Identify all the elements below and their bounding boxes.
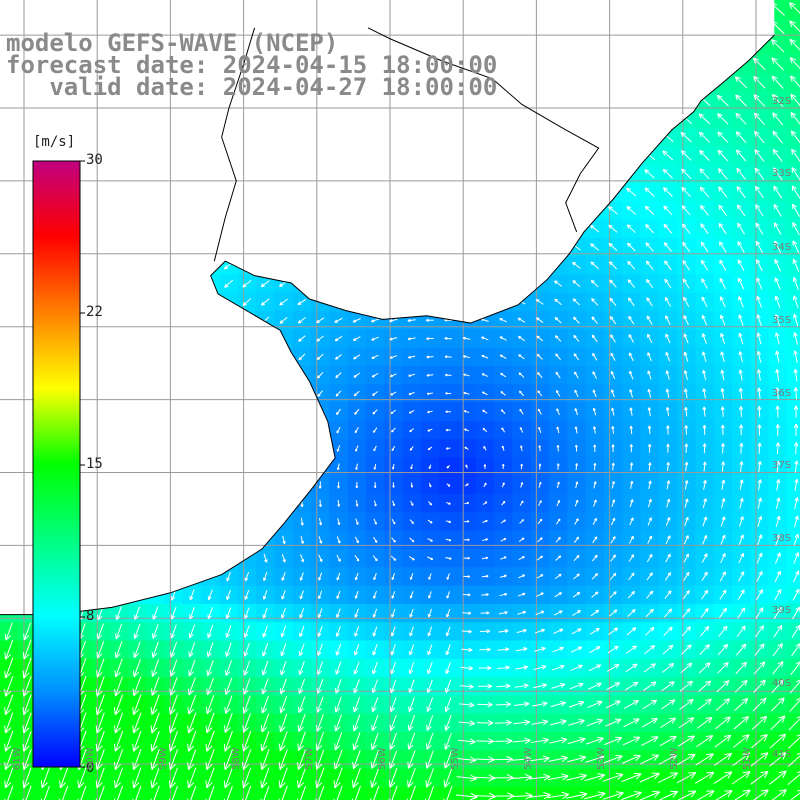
lon-label-58W: 58W (231, 747, 242, 770)
lat-label-40S: 40S (772, 678, 792, 689)
lat-label-39S: 39S (772, 605, 792, 616)
colorbar-tick-8: 8 (86, 608, 95, 624)
colorbar-unit: [m/s] (33, 134, 76, 150)
colorbar-tick-30: 30 (86, 152, 103, 168)
lat-label-36S: 36S (772, 388, 792, 399)
lon-label-52W: 52W (669, 747, 680, 770)
lon-label-53W: 53W (596, 747, 607, 770)
lat-label-34S: 34S (772, 242, 792, 253)
lon-label-51W: 51W (742, 747, 753, 770)
colorbar-tick-0: 0 (86, 760, 95, 776)
model-title: modelo GEFS-WAVE (NCEP) (6, 29, 339, 57)
coastline (0, 27, 775, 616)
lon-label-60W: 60W (85, 747, 96, 770)
lat-label-41S: 41S (772, 749, 792, 760)
colorbar-tick-22: 22 (86, 304, 103, 320)
colorbar (32, 160, 85, 768)
lon-label-54W: 54W (523, 747, 534, 770)
lon-label-59W: 59W (158, 747, 169, 770)
wind-vectors (4, 2, 800, 800)
lat-label-38S: 38S (772, 533, 792, 544)
lon-label-57W: 57W (304, 747, 315, 770)
colorbar-gradient (32, 160, 81, 768)
colorbar-tick-15: 15 (86, 456, 103, 472)
lat-label-33S: 33S (772, 168, 792, 179)
lat-label-37S: 37S (772, 460, 792, 471)
lon-label-55W: 55W (450, 747, 461, 770)
atlantic-coastline (0, 34, 775, 616)
lat-label-35S: 35S (772, 315, 792, 326)
lon-label-61W: 61W (12, 747, 23, 770)
lon-label-56W: 56W (377, 747, 388, 770)
uruguay-brazil-border (367, 27, 600, 233)
lat-label-32S: 32S (772, 96, 792, 107)
forecast-date: forecast date: 2024-04-15 18:00:00 (6, 51, 498, 79)
uruguay-argentina-border (213, 27, 256, 262)
valid-date: valid date: 2024-04-27 18:00:00 (6, 73, 498, 101)
